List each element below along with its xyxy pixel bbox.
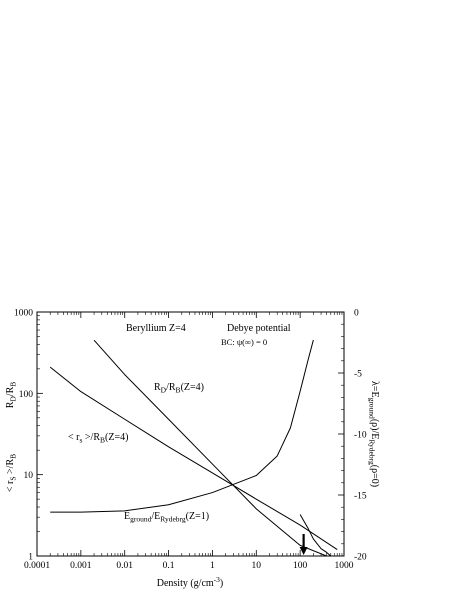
y-left-axis-ticks: 1 10 100 1000 xyxy=(14,309,43,563)
y-right-tick-label: -20 xyxy=(354,553,367,563)
potential-annotation: Debye potential xyxy=(227,323,291,334)
series-line-2 xyxy=(50,339,314,513)
x-tick-label: 0.1 xyxy=(163,561,175,571)
rd-curve-label: RD/RB(Z=4) xyxy=(154,382,204,395)
y-right-label: λ=Eground(ρ)/ERydebrg(ρ=0) xyxy=(368,381,381,487)
y-right-axis-ticks: 0 -5 -10 -15 -20 xyxy=(338,309,367,563)
x-tick-label: 0.0001 xyxy=(24,561,50,571)
y-left-tick-label: 1 xyxy=(28,553,33,563)
title-annotation: Beryllium Z=4 xyxy=(126,323,186,334)
x-axis-ticks: 0.0001 0.001 0.01 0.1 1 10 100 1000 xyxy=(24,312,354,571)
y-left-label-rs: < rS >/RB xyxy=(5,454,18,492)
series-line-0 xyxy=(93,339,328,556)
bc-annotation: BC: ψ(∞) = 0 xyxy=(221,337,267,347)
x-tick-label: 0.01 xyxy=(116,561,133,571)
density-arrow-marker xyxy=(299,534,308,555)
x-axis-label: Density (g/cm-3) xyxy=(157,575,224,589)
y-left-tick-label: 1000 xyxy=(14,309,33,319)
eg-curve-label: Eground/ERydebrg(Z=1) xyxy=(124,511,209,524)
series-line-1 xyxy=(49,366,338,550)
y-left-label-rd: RD/RB xyxy=(5,382,18,409)
x-tick-label: 10 xyxy=(252,561,262,571)
series-lines xyxy=(49,339,338,556)
y-left-tick-label: 10 xyxy=(24,471,34,481)
rs-curve-label: < rs >/RB(Z=4) xyxy=(68,432,128,445)
x-tick-label: 1 xyxy=(210,561,215,571)
series-line-3 xyxy=(299,514,332,556)
y-right-tick-label: -5 xyxy=(354,370,362,380)
x-tick-label: 100 xyxy=(293,561,308,571)
y-right-tick-label: -10 xyxy=(354,431,367,441)
y-left-tick-label: 100 xyxy=(19,390,34,400)
x-tick-label: 0.001 xyxy=(70,561,92,571)
y-right-tick-label: -15 xyxy=(354,492,367,502)
arrow-head xyxy=(299,547,308,555)
y-right-tick-label: 0 xyxy=(354,309,359,319)
x-tick-label: 1000 xyxy=(335,561,354,571)
